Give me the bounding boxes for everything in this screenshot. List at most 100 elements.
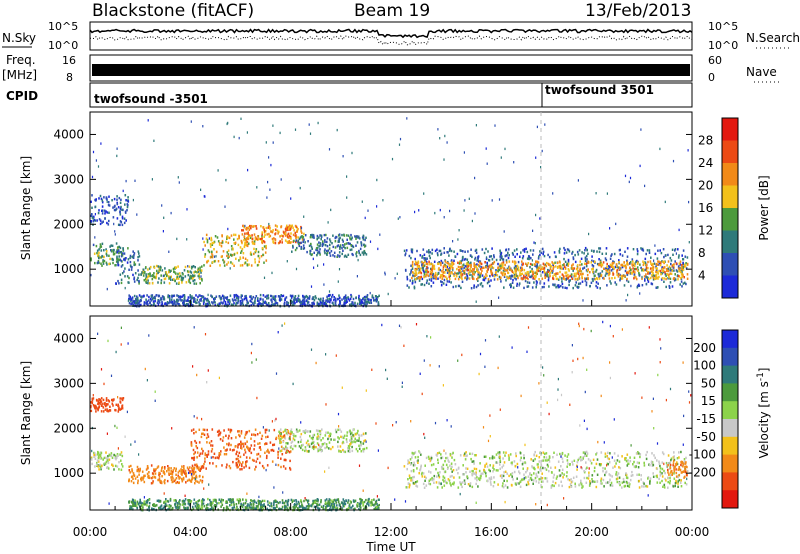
power-cell [175, 277, 178, 280]
power-cell [246, 237, 248, 240]
velocity-cell [227, 437, 230, 440]
power-cell [161, 204, 163, 207]
power-cell [482, 278, 485, 281]
power-cell [137, 250, 140, 253]
velocity-cell [311, 446, 314, 449]
power-cell [103, 196, 105, 199]
power-cell [290, 225, 293, 228]
velocity-cell [354, 437, 356, 440]
power-cell [255, 248, 258, 251]
power-cell [147, 279, 149, 282]
power-cell [90, 220, 93, 223]
power-cell [349, 238, 352, 241]
velocity-cell [217, 457, 220, 460]
power-cell [625, 299, 627, 302]
power-cell [230, 303, 233, 306]
power-cell [467, 263, 470, 266]
velocity-cell [347, 501, 349, 504]
power-cell [626, 279, 628, 282]
power-cell [670, 262, 672, 266]
power-cell [458, 262, 461, 265]
power-cell [363, 302, 366, 306]
power-cell [116, 195, 118, 198]
velocity-cell [297, 430, 299, 433]
cpid-panel [89, 82, 693, 108]
velocity-cell [207, 450, 210, 453]
power-cell [406, 278, 409, 281]
power-cell [511, 251, 514, 255]
power-cell [275, 301, 277, 305]
power-cell [425, 259, 427, 262]
power-cell [540, 251, 543, 254]
power-cell [638, 273, 640, 276]
power-cell [635, 276, 637, 279]
power-cell [254, 236, 257, 239]
power-cell [98, 248, 100, 251]
velocity-cell [267, 503, 269, 506]
power-cell [205, 302, 207, 306]
power-cell [90, 257, 92, 260]
power-cell [444, 275, 447, 279]
power-cell [149, 274, 151, 278]
power-cell [609, 280, 611, 283]
power-cell [226, 235, 229, 238]
velocity-cell [358, 508, 360, 511]
power-cell [533, 275, 536, 278]
power-cell [669, 267, 672, 270]
power-cell [636, 250, 639, 253]
power-cell [304, 234, 307, 237]
power-cell [347, 297, 350, 301]
power-cell [362, 234, 365, 237]
power-cell [329, 243, 331, 247]
velocity-cell [100, 468, 102, 471]
power-cell [337, 297, 340, 301]
power-cell [168, 271, 170, 274]
velocity-cell [325, 431, 327, 434]
power-cell [446, 261, 448, 265]
power-cell [508, 266, 511, 269]
power-cell [253, 247, 255, 251]
power-cell [246, 226, 248, 230]
velocity-cell [294, 444, 297, 448]
power-cell [536, 281, 538, 284]
power-cell [479, 283, 482, 286]
velocity-cell [250, 451, 253, 455]
velocity-cell [273, 428, 276, 432]
power-cell [516, 274, 518, 278]
power-cell [650, 282, 653, 285]
velocity-cell [199, 452, 202, 455]
power-cell [105, 250, 108, 253]
power-cell [294, 231, 297, 235]
power-cell [530, 275, 532, 279]
velocity-cell [304, 449, 306, 453]
velocity-cell [243, 453, 245, 456]
power-cell [294, 298, 296, 301]
power-cell [118, 249, 120, 252]
velocity-cell [104, 404, 107, 408]
power-cell [425, 281, 428, 285]
power-cell [544, 273, 546, 276]
power-cell [266, 304, 269, 307]
power-cell [377, 301, 380, 304]
power-cell [577, 282, 580, 285]
velocity-cell [187, 468, 190, 471]
power-cell [255, 227, 258, 230]
velocity-cell [299, 505, 302, 508]
velocity-cell [222, 436, 225, 439]
power-cell [663, 255, 665, 259]
velocity-cell [303, 499, 305, 503]
power-cell [350, 244, 352, 247]
power-cell [293, 303, 295, 307]
power-cell [279, 297, 282, 301]
power-cell [223, 295, 225, 298]
power-cell [538, 266, 541, 269]
power-cell [533, 281, 535, 284]
power-cell [559, 266, 561, 269]
power-cell [116, 258, 119, 261]
velocity-cell [312, 434, 314, 437]
power-cell [439, 268, 442, 272]
power-cell [359, 301, 361, 304]
velocity-cell [121, 398, 124, 402]
power-cell [119, 210, 121, 213]
power-cell [480, 282, 483, 285]
